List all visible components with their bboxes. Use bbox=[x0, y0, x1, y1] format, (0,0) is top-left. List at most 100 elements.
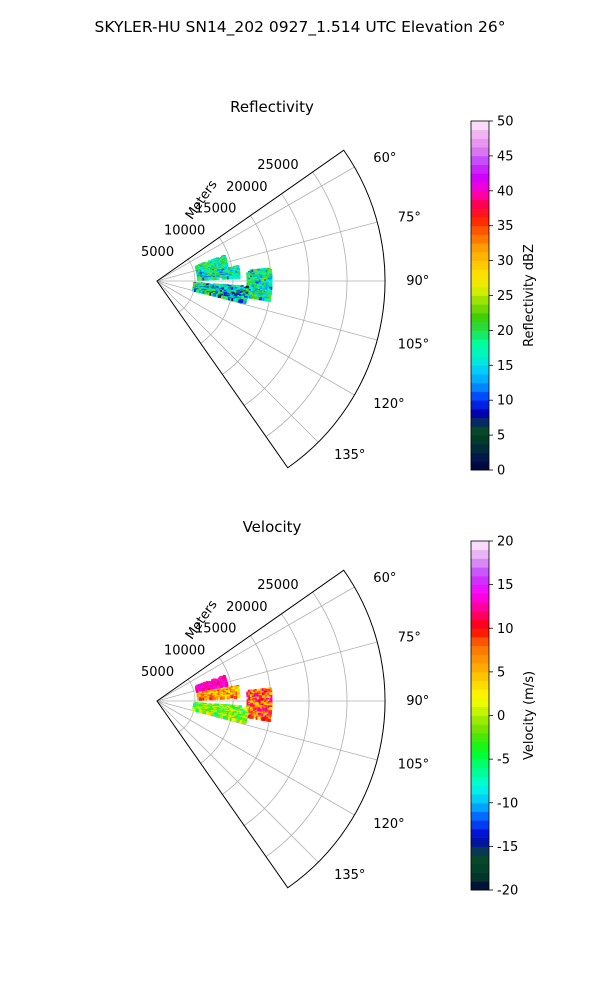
echo-cell bbox=[233, 688, 237, 692]
echo-cell bbox=[269, 694, 273, 699]
echo-cell bbox=[215, 709, 219, 714]
echo-cell bbox=[268, 295, 272, 299]
echo-cell bbox=[207, 695, 211, 699]
echo-cell bbox=[241, 290, 245, 294]
echo-cell bbox=[209, 267, 214, 271]
azimuth-gridline bbox=[156, 641, 378, 702]
colorbar-label: Velocity (m/s) bbox=[522, 671, 537, 760]
echo-cell bbox=[225, 263, 229, 268]
echo-cell bbox=[226, 692, 230, 696]
echo-cell bbox=[257, 296, 261, 301]
echo-cell bbox=[251, 704, 255, 708]
echo-cell bbox=[211, 713, 215, 717]
echo-cell bbox=[248, 286, 252, 290]
echo-cell bbox=[201, 269, 205, 273]
colorbar-segment bbox=[471, 575, 489, 586]
colorbar-segment bbox=[471, 129, 489, 139]
echo-cell bbox=[223, 274, 227, 278]
colorbar-segment bbox=[471, 216, 489, 227]
echo-cell bbox=[253, 690, 257, 694]
range-tick-label: 15000 bbox=[195, 622, 236, 637]
echo-cell bbox=[219, 715, 223, 719]
echo-cell bbox=[232, 694, 236, 698]
echo-cell bbox=[251, 699, 255, 703]
echo-cell bbox=[265, 703, 269, 707]
colorbar-segment bbox=[471, 182, 489, 192]
echo-cell bbox=[255, 702, 259, 706]
colorbar-segment bbox=[471, 426, 489, 436]
colorbar-segment bbox=[471, 628, 489, 638]
range-ring bbox=[265, 591, 348, 857]
colorbar-segment bbox=[471, 610, 489, 620]
echo-cell bbox=[256, 704, 261, 708]
echo-cell bbox=[264, 298, 268, 302]
colorbar-segment bbox=[471, 295, 489, 305]
echo-cell bbox=[245, 291, 249, 295]
echo-cell bbox=[208, 687, 212, 691]
echo-cell bbox=[269, 279, 273, 283]
echo-cell bbox=[233, 704, 237, 709]
echo-cell bbox=[237, 691, 241, 695]
echo-cell bbox=[198, 277, 203, 281]
echo-cell bbox=[196, 689, 200, 693]
colorbar-tick-label: 0 bbox=[497, 464, 505, 479]
echo-cell bbox=[250, 715, 254, 719]
echo-cell bbox=[202, 277, 206, 281]
echo-cell bbox=[228, 297, 232, 301]
colorbar-segment bbox=[471, 408, 489, 419]
colorbar-label: Reflectivity dBZ bbox=[522, 244, 537, 347]
echo-cell bbox=[221, 295, 225, 299]
azimuth-tick-label: 60° bbox=[373, 571, 396, 586]
echo-cell bbox=[260, 290, 264, 294]
echo-cell bbox=[250, 703, 254, 707]
echo-cell bbox=[236, 711, 240, 715]
echo-cell bbox=[255, 274, 259, 278]
echo-cell bbox=[260, 703, 264, 707]
echo-cell bbox=[252, 714, 256, 718]
colorbar-tick-label: -20 bbox=[497, 884, 518, 899]
range-tick-label: 25000 bbox=[257, 158, 298, 173]
range-tick-label: 10000 bbox=[164, 643, 205, 658]
azimuth-gridline bbox=[156, 221, 378, 282]
colorbar-segment bbox=[471, 330, 489, 340]
colorbar-tick-label: 10 bbox=[497, 622, 514, 637]
echo-cell bbox=[236, 299, 240, 303]
echo-cell bbox=[204, 268, 208, 272]
echo-cell bbox=[202, 702, 206, 706]
echo-cell bbox=[211, 277, 215, 281]
range-ring bbox=[265, 171, 348, 437]
echo-cell bbox=[255, 282, 259, 286]
colorbar-segment bbox=[471, 549, 489, 559]
colorbar-segment bbox=[471, 155, 489, 166]
sector-outline bbox=[156, 569, 386, 889]
azimuth-tick-label: 105° bbox=[398, 338, 429, 353]
echo-cell bbox=[225, 275, 229, 279]
echo-cell bbox=[248, 704, 252, 708]
echo-cell bbox=[257, 696, 261, 700]
echo-cell bbox=[267, 690, 271, 694]
panel-title: Velocity bbox=[243, 518, 302, 536]
echo-cell bbox=[218, 695, 222, 699]
echo-cell bbox=[226, 284, 230, 288]
echo-cell bbox=[232, 713, 236, 717]
echo-cell bbox=[260, 280, 264, 284]
echo-cell bbox=[262, 702, 266, 706]
echo-cell bbox=[263, 693, 268, 697]
colorbar-segment bbox=[471, 347, 489, 357]
echo-cell bbox=[208, 262, 212, 266]
echo-cell bbox=[231, 267, 235, 271]
azimuth-tick-label: 120° bbox=[373, 817, 404, 832]
echo-cell bbox=[251, 691, 255, 695]
echo-cell bbox=[221, 692, 225, 696]
colorbar-segment bbox=[471, 741, 489, 751]
echo-cell bbox=[239, 300, 244, 304]
echo-cell bbox=[213, 686, 217, 690]
colorbar-segment bbox=[471, 190, 489, 200]
echo-cell bbox=[264, 696, 268, 700]
colorbar-segment bbox=[471, 602, 489, 612]
colorbar-segment bbox=[471, 208, 489, 218]
echo-cell bbox=[229, 284, 234, 288]
echo-cell bbox=[248, 700, 252, 704]
echo-cell bbox=[253, 284, 257, 288]
echo-cell bbox=[198, 274, 202, 278]
